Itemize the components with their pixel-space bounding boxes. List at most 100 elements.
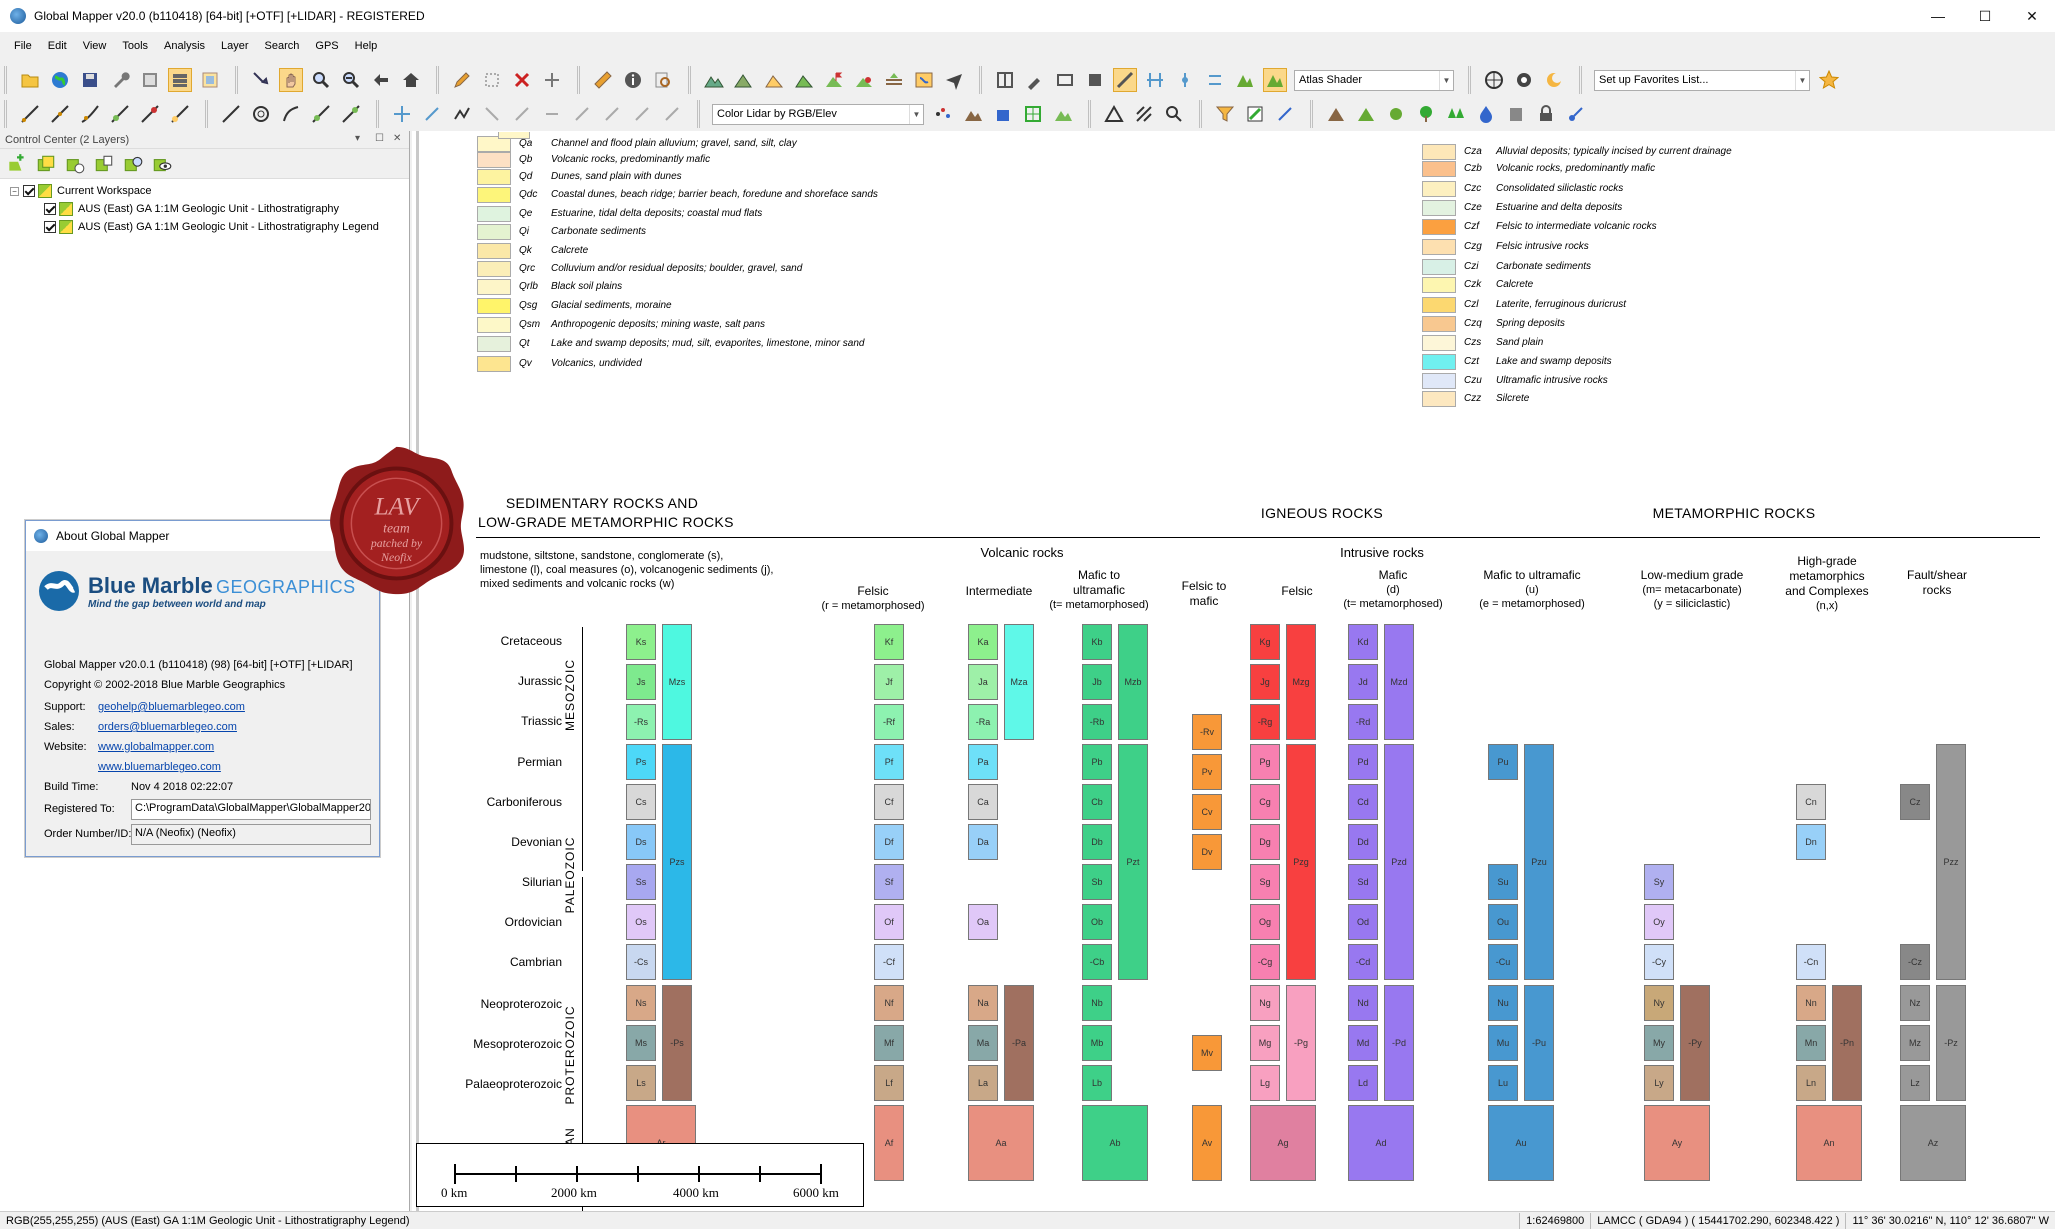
shader-active-icon[interactable] (1113, 68, 1137, 92)
ruler-icon[interactable] (591, 68, 615, 92)
website-link-globalmapper[interactable]: www.globalmapper.com (98, 741, 215, 753)
scale-icon[interactable] (480, 102, 504, 126)
add-layer-icon[interactable] (6, 153, 28, 175)
inspect-icon[interactable] (1162, 102, 1186, 126)
chevron-down-icon[interactable]: ▼ (1795, 70, 1809, 90)
create-curve-icon[interactable] (279, 102, 303, 126)
forest-icon[interactable] (1444, 102, 1468, 126)
attribute-icon[interactable] (1053, 68, 1077, 92)
menu-edit[interactable]: Edit (47, 40, 67, 52)
maximize-button[interactable]: ☐ (1978, 7, 1992, 24)
layer-checkbox[interactable] (44, 221, 56, 233)
favorites-select[interactable]: Set up Favorites List... ▼ (1594, 69, 1810, 91)
smooth-icon[interactable] (660, 102, 684, 126)
water-drop-icon[interactable] (1474, 102, 1498, 126)
reshape-icon[interactable] (630, 102, 654, 126)
lidar-building-icon[interactable] (991, 102, 1015, 126)
find-icon[interactable] (651, 68, 675, 92)
delete-icon[interactable] (510, 68, 534, 92)
visibility-eye-icon[interactable] (151, 153, 173, 175)
snap-icon[interactable] (600, 102, 624, 126)
hill-icon[interactable] (1354, 102, 1378, 126)
lidar-grid-icon[interactable] (1021, 102, 1045, 126)
wrench-icon[interactable] (108, 68, 132, 92)
overview-icon[interactable] (198, 68, 222, 92)
tree-icon[interactable] (1414, 102, 1438, 126)
menu-view[interactable]: View (82, 40, 107, 52)
select-rect-icon[interactable] (480, 68, 504, 92)
picker-icon[interactable] (1023, 68, 1047, 92)
website-link-bluemarble[interactable]: www.bluemarblegeo.com (98, 761, 221, 773)
chart-icon[interactable] (1233, 68, 1257, 92)
peak-icon[interactable] (1324, 102, 1348, 126)
path-profile-icon[interactable] (852, 68, 876, 92)
workspace-checkbox[interactable] (23, 185, 35, 197)
create-area-icon[interactable] (309, 102, 333, 126)
zoom-out-icon[interactable] (339, 68, 363, 92)
move-vertex-icon[interactable] (390, 102, 414, 126)
view-shed-icon[interactable] (792, 68, 816, 92)
menu-analysis[interactable]: Analysis (164, 40, 206, 52)
layer-terrain-icon[interactable] (882, 68, 906, 92)
menu-gps[interactable]: GPS (315, 40, 339, 52)
join-icon[interactable] (540, 102, 564, 126)
layers-icon[interactable] (168, 68, 192, 92)
export-icon[interactable] (138, 68, 162, 92)
layer-checkbox[interactable] (44, 203, 56, 215)
chevron-down-icon[interactable]: ▼ (909, 104, 923, 124)
plant-icon[interactable] (1273, 102, 1297, 126)
rotate-icon[interactable] (420, 102, 444, 126)
chevron-down-icon[interactable]: ▼ (1439, 70, 1453, 90)
order-field[interactable]: N/A (Neofix) (Neofix) (131, 824, 371, 845)
night-moon-icon[interactable] (1542, 68, 1566, 92)
flag-icon[interactable] (822, 68, 846, 92)
menu-file[interactable]: File (14, 40, 32, 52)
lidar-color-select[interactable]: Color Lidar by RGB/Elev ▼ (712, 103, 924, 125)
mountain-icon[interactable] (732, 68, 756, 92)
map-view[interactable]: Qa Channel and flood plain alluvium; grav… (412, 131, 2055, 1211)
zoom-in-icon[interactable] (309, 68, 333, 92)
filter-icon[interactable] (1213, 102, 1237, 126)
3d-view-icon[interactable] (1083, 68, 1107, 92)
digitizer-icon[interactable] (249, 68, 273, 92)
lidar-terrain-icon[interactable] (961, 102, 985, 126)
draw-area-icon[interactable] (108, 102, 132, 126)
bush-icon[interactable] (1384, 102, 1408, 126)
lidar-icon[interactable] (1173, 68, 1197, 92)
restore-icon[interactable]: ☐ (375, 133, 384, 144)
draw-curve-icon[interactable] (78, 102, 102, 126)
globe-icon[interactable] (48, 68, 72, 92)
building-icon[interactable] (1504, 102, 1528, 126)
shader-select[interactable]: Atlas Shader ▼ (1294, 69, 1454, 91)
pan-hand-icon[interactable] (279, 68, 303, 92)
crosshair-icon[interactable] (1203, 68, 1227, 92)
triangle-icon[interactable] (1102, 102, 1126, 126)
home-icon[interactable] (399, 68, 423, 92)
draw-feature-icon[interactable] (168, 102, 192, 126)
range-ring-icon[interactable] (249, 102, 273, 126)
edit-vertex-icon[interactable] (570, 102, 594, 126)
close-panel-icon[interactable]: ✕ (393, 133, 402, 144)
draw-line-icon[interactable] (18, 102, 42, 126)
remove-layer-icon[interactable] (64, 153, 86, 175)
elevation-icon[interactable] (1143, 68, 1167, 92)
contour-icon[interactable] (762, 68, 786, 92)
move-icon[interactable] (540, 68, 564, 92)
workspace-row[interactable]: − Current Workspace (0, 182, 409, 200)
lidar-classify-icon[interactable] (1051, 102, 1075, 126)
metadata-icon[interactable] (93, 153, 115, 175)
terrain-icon[interactable] (702, 68, 726, 92)
draw-point-icon[interactable] (138, 102, 162, 126)
zoom-layer-icon[interactable] (122, 153, 144, 175)
pin-icon[interactable]: ▾ (355, 133, 361, 144)
plane-icon[interactable] (942, 68, 966, 92)
pencil-icon[interactable] (450, 68, 474, 92)
sales-link[interactable]: orders@bluemarblegeo.com (98, 721, 237, 733)
support-link[interactable]: geohelp@bluemarblegeo.com (98, 701, 245, 713)
back-arrow-icon[interactable] (369, 68, 393, 92)
connect-icon[interactable] (450, 102, 474, 126)
settings-gear-icon[interactable] (1512, 68, 1536, 92)
layer-row[interactable]: AUS (East) GA 1:1M Geologic Unit - Litho… (0, 218, 409, 236)
window-split-icon[interactable] (993, 68, 1017, 92)
menu-tools[interactable]: Tools (122, 40, 149, 52)
